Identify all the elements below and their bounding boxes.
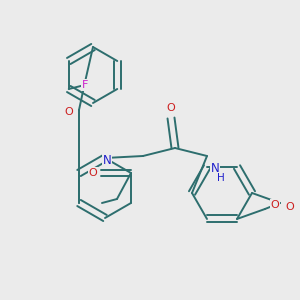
Text: O: O — [271, 200, 279, 210]
Text: O: O — [167, 103, 176, 113]
Text: H: H — [217, 173, 225, 183]
Text: O: O — [64, 107, 74, 117]
Text: O: O — [88, 168, 98, 178]
Text: N: N — [103, 154, 111, 167]
Text: N: N — [211, 161, 219, 175]
Text: F: F — [82, 80, 88, 90]
Text: O: O — [286, 202, 294, 212]
